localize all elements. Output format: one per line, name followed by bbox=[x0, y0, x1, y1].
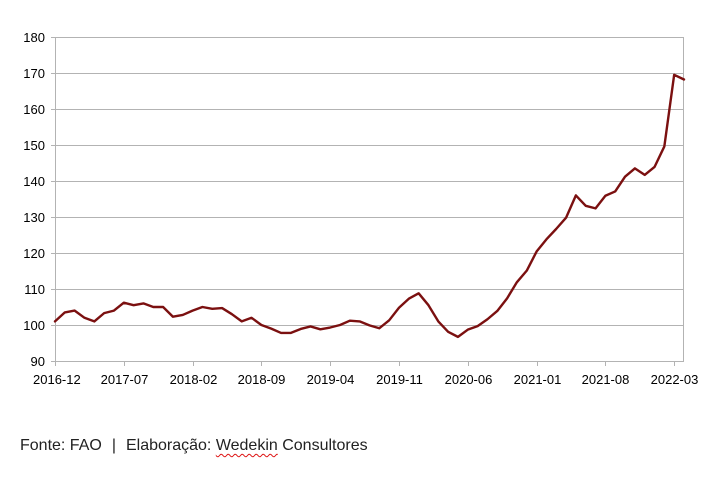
y-tick-label-180: 180 bbox=[23, 30, 45, 45]
y-tick-label-90: 90 bbox=[31, 354, 45, 369]
chart-gridlines bbox=[55, 37, 684, 362]
y-tick-label-140: 140 bbox=[23, 174, 45, 189]
y-tick-label-120: 120 bbox=[23, 246, 45, 261]
x-tick-label-2016-12: 2016-12 bbox=[33, 372, 81, 387]
x-tick-label-2019-11: 2019-11 bbox=[376, 372, 423, 387]
x-tick-label-2021-08: 2021-08 bbox=[582, 372, 630, 387]
series-line-0 bbox=[53, 73, 686, 339]
y-axis-tick-labels: 90 100 110 120 130 140 150 160 170 180 bbox=[23, 30, 45, 369]
credit-prefix: Elaboração: bbox=[125, 437, 216, 454]
credit-name-rest: Consultores bbox=[277, 437, 368, 454]
y-tick-label-110: 110 bbox=[24, 282, 45, 297]
chart-series bbox=[53, 73, 686, 339]
x-tick-label-2020-06: 2020-06 bbox=[445, 372, 493, 387]
y-tick-label-130: 130 bbox=[23, 210, 45, 225]
x-tick-label-2022-03: 2022-03 bbox=[651, 372, 699, 387]
y-tick-label-160: 160 bbox=[23, 102, 45, 117]
x-tick-label-2019-04: 2019-04 bbox=[307, 372, 355, 387]
x-tick-label-2017-07: 2017-07 bbox=[101, 372, 149, 387]
x-tick-label-2018-09: 2018-09 bbox=[238, 372, 286, 387]
source-text: Fonte: FAO bbox=[20, 437, 102, 454]
y-tick-label-100: 100 bbox=[23, 318, 45, 333]
footer-separator: | bbox=[111, 437, 116, 454]
source-note: Fonte: FAO | Elaboração: Wedekin Consultor… bbox=[20, 437, 368, 455]
credit-name-underlined: Wedekin bbox=[215, 437, 278, 454]
x-tick-label-2018-02: 2018-02 bbox=[170, 372, 218, 387]
chart-axes bbox=[51, 37, 684, 366]
y-tick-label-170: 170 bbox=[23, 66, 45, 81]
x-tick-label-2021-01: 2021-01 bbox=[514, 372, 562, 387]
y-tick-label-150: 150 bbox=[23, 138, 45, 153]
x-axis-tick-labels: 2016-12 2017-07 2018-02 2018-09 2019-04 2019-… bbox=[33, 372, 698, 387]
